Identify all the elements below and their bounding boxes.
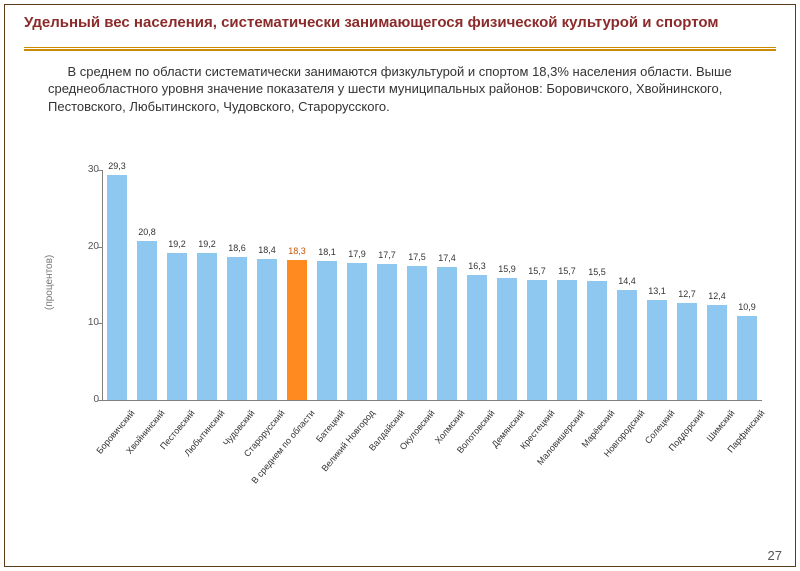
bar-value-label: 29,3	[97, 161, 137, 171]
bar: 15,9	[497, 278, 517, 400]
bar: 18,3	[287, 260, 307, 400]
x-labels: БоровичскийХвойнинскийПестовскийЛюбытинс…	[102, 404, 762, 524]
y-tick-label: 10	[77, 317, 99, 328]
y-tick-label: 0	[77, 394, 99, 405]
y-tick-label: 20	[77, 241, 99, 252]
y-tick-label: 30	[77, 164, 99, 175]
bar: 19,2	[167, 253, 187, 400]
bar: 13,1	[647, 300, 667, 400]
bar: 18,4	[257, 259, 277, 400]
bar: 15,7	[557, 280, 577, 400]
bar: 20,8	[137, 241, 157, 400]
bar: 15,7	[527, 280, 547, 400]
bar: 12,7	[677, 303, 697, 400]
bar-value-label: 14,4	[607, 276, 647, 286]
y-axis-label: (процентов)	[44, 255, 55, 310]
bar: 15,5	[587, 281, 607, 400]
bar-value-label: 10,9	[727, 302, 767, 312]
bar-value-label: 12,4	[697, 291, 737, 301]
bar-value-label: 20,8	[127, 227, 167, 237]
page-number: 27	[768, 548, 782, 563]
bar: 10,9	[737, 316, 757, 400]
bar: 12,4	[707, 305, 727, 400]
bar: 19,2	[197, 253, 217, 400]
bar: 17,9	[347, 263, 367, 400]
bar: 17,4	[437, 267, 457, 400]
bar: 14,4	[617, 290, 637, 400]
bar-chart: (процентов) 0102030 29,320,819,219,218,6…	[48, 170, 768, 530]
bars-group: 29,320,819,219,218,618,418,318,117,917,7…	[102, 170, 762, 400]
y-tick-mark	[98, 400, 102, 401]
bar: 18,6	[227, 257, 247, 400]
x-axis	[102, 400, 762, 401]
bar: 18,1	[317, 261, 337, 400]
bar: 29,3	[107, 175, 127, 400]
bar: 16,3	[467, 275, 487, 400]
bar: 17,7	[377, 264, 397, 400]
bar: 17,5	[407, 266, 427, 400]
